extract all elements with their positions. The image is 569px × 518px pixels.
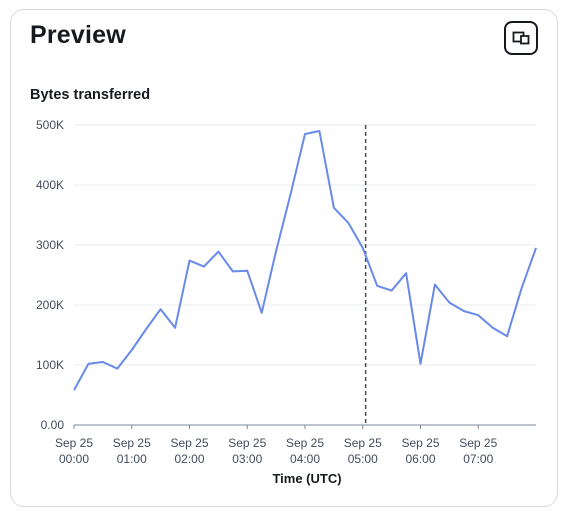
x-tick-label: Sep 25 01:00 — [113, 436, 151, 466]
y-tick-label: 0.00 — [41, 418, 65, 432]
grid-lines — [74, 124, 536, 366]
x-tick-label: Sep 25 02:00 — [170, 436, 208, 466]
x-tick-label: Sep 25 00:00 — [55, 436, 93, 466]
series-line[interactable] — [73, 130, 537, 391]
popout-button[interactable] — [504, 21, 538, 55]
chart-title: Bytes transferred — [30, 87, 151, 103]
x-tick-label: Sep 25 05:00 — [344, 436, 382, 466]
y-tick-label: 300K — [36, 238, 64, 252]
preview-card: Preview Bytes transferred — [10, 9, 558, 507]
x-tick-label: Sep 25 03:00 — [228, 436, 266, 466]
x-tick-label: Sep 25 07:00 — [459, 436, 497, 466]
y-tick-label: 400K — [36, 178, 64, 192]
card-title: Preview — [30, 21, 126, 49]
y-tick-label: 100K — [36, 358, 64, 372]
x-axis-title: Time (UTC) — [272, 471, 341, 486]
x-tick-label: Sep 25 06:00 — [401, 436, 439, 466]
y-tick-label: 200K — [36, 298, 64, 312]
x-tick-label: Sep 25 04:00 — [286, 436, 324, 466]
popout-icon — [512, 31, 530, 45]
x-axis-tick-labels: Sep 25 00:00 Sep 25 01:00 Sep 25 02:00 Sep 25 0… — [55, 425, 498, 466]
y-axis-tick-labels: 0.00 100K 200K 300K 400K 500K — [36, 118, 64, 432]
y-tick-label: 500K — [36, 118, 64, 132]
